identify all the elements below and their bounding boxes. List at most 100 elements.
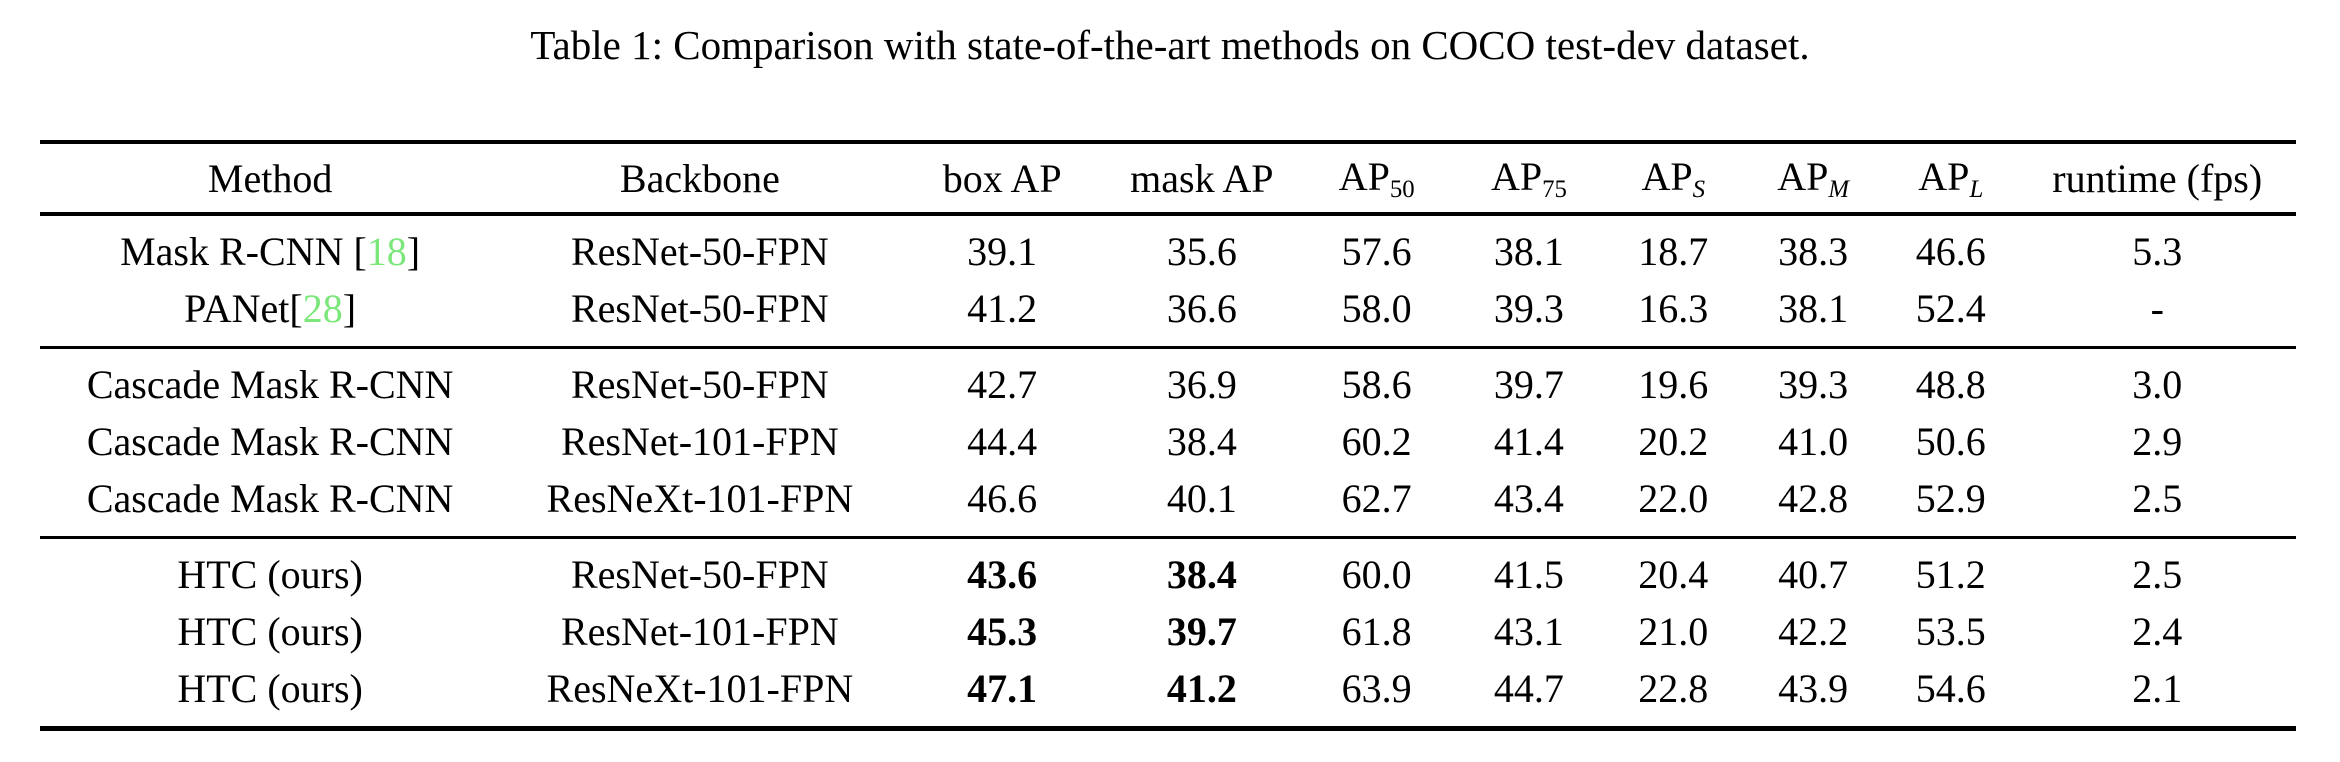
ap-base-label: AP <box>1490 153 1543 199</box>
header-cell-mask-ap: mask AP <box>1130 155 1274 201</box>
runtime-cell: 2.5 <box>2132 552 2183 597</box>
box-ap-cell: 39.1 <box>967 229 1038 274</box>
runtime-cell: 3.0 <box>2132 362 2183 407</box>
results-table: Method Backbone box AP mask AP AP50 AP75… <box>40 140 2296 731</box>
ap-small-cell: 20.4 <box>1638 552 1709 597</box>
table-row-htc-r101: HTC (ours) ResNet-101-FPN 45.3 39.7 61.8… <box>40 603 2296 660</box>
citation-bracket-open: [ <box>289 286 303 331</box>
header-cell-runtime: runtime (fps) <box>2052 155 2263 201</box>
ap-medium-cell: 42.2 <box>1778 609 1849 654</box>
mask-ap-cell: 38.4 <box>1166 419 1237 464</box>
ap75-cell: 39.3 <box>1493 286 1564 331</box>
table-caption: Table 1: Comparison with state-of-the-ar… <box>530 22 1810 68</box>
box-ap-cell: 46.6 <box>967 476 1038 521</box>
backbone-cell: ResNeXt-101-FPN <box>546 666 854 711</box>
table-row-htc-x101: HTC (ours) ResNeXt-101-FPN 47.1 41.2 63.… <box>40 660 2296 729</box>
method-cell: Cascade Mask R-CNN <box>86 476 454 521</box>
ap-large-cell: 46.6 <box>1915 229 1986 274</box>
ap50-cell: 63.9 <box>1341 666 1412 711</box>
citation-number[interactable]: 18 <box>366 229 407 274</box>
runtime-cell: 2.9 <box>2132 419 2183 464</box>
ap50-cell: 60.0 <box>1341 552 1412 597</box>
table-group-baselines: Mask R-CNN [18] ResNet-50-FPN 39.1 35.6 … <box>40 214 2296 348</box>
ap-subscript: 50 <box>1389 175 1415 203</box>
citation-number[interactable]: 28 <box>302 286 343 331</box>
backbone-cell: ResNet-101-FPN <box>560 419 839 464</box>
runtime-cell: - <box>2150 286 2164 331</box>
ap75-cell: 41.5 <box>1493 552 1564 597</box>
ap50-cell: 61.8 <box>1341 609 1412 654</box>
ap50-cell: 57.6 <box>1341 229 1412 274</box>
ap-base-label: AP <box>1777 153 1829 199</box>
backbone-cell: ResNet-50-FPN <box>570 229 829 274</box>
box-ap-cell: 45.3 <box>967 609 1038 654</box>
ap-medium-cell: 40.7 <box>1778 552 1849 597</box>
backbone-cell: ResNeXt-101-FPN <box>546 476 854 521</box>
ap-large-cell: 48.8 <box>1915 362 1986 407</box>
ap-small-cell: 16.3 <box>1638 286 1709 331</box>
mask-ap-cell: 35.6 <box>1166 229 1237 274</box>
runtime-cell: 5.3 <box>2132 229 2183 274</box>
ap-small-cell: 20.2 <box>1638 419 1709 464</box>
header-cell-box-ap: box AP <box>942 155 1062 201</box>
method-cell: HTC (ours) <box>177 609 363 654</box>
ap50-cell: 60.2 <box>1341 419 1412 464</box>
ap-subscript: 75 <box>1542 175 1567 203</box>
box-ap-cell: 43.6 <box>967 552 1038 597</box>
mask-ap-cell: 38.4 <box>1166 552 1237 597</box>
table-row-cascade-r50: Cascade Mask R-CNN ResNet-50-FPN 42.7 36… <box>40 348 2296 414</box>
ap-subscript: M <box>1828 175 1850 203</box>
table-row-mask-rcnn: Mask R-CNN [18] ResNet-50-FPN 39.1 35.6 … <box>40 214 2296 280</box>
citation-bracket-open: [ <box>353 229 367 274</box>
mask-ap-cell: 40.1 <box>1166 476 1237 521</box>
method-cell: Cascade Mask R-CNN <box>86 419 454 464</box>
table-header: Method Backbone box AP mask AP AP50 AP75… <box>40 142 2296 214</box>
mask-ap-cell: 39.7 <box>1166 609 1237 654</box>
ap-base-label: AP <box>1338 153 1390 199</box>
backbone-cell: ResNet-50-FPN <box>570 362 829 407</box>
ap-large-cell: 51.2 <box>1915 552 1986 597</box>
box-ap-cell: 42.7 <box>967 362 1038 407</box>
ap-medium-cell: 43.9 <box>1778 666 1849 711</box>
box-ap-cell: 44.4 <box>967 419 1038 464</box>
ap-small-cell: 22.0 <box>1638 476 1709 521</box>
method-name: PANet <box>184 286 290 331</box>
header-cell-backbone: Backbone <box>619 155 780 201</box>
ap75-cell: 38.1 <box>1493 229 1564 274</box>
table-row-panet: PANet[28] ResNet-50-FPN 41.2 36.6 58.0 3… <box>40 280 2296 348</box>
ap75-cell: 43.4 <box>1493 476 1564 521</box>
backbone-cell: ResNet-50-FPN <box>570 552 829 597</box>
ap-small-cell: 19.6 <box>1638 362 1709 407</box>
header-cell-ap50: AP50 <box>1299 142 1455 214</box>
ap-subscript: S <box>1692 175 1706 203</box>
header-cell-ap-small: APS <box>1603 142 1743 214</box>
box-ap-cell: 41.2 <box>967 286 1038 331</box>
ap-large-cell: 52.4 <box>1915 286 1986 331</box>
method-cell: Cascade Mask R-CNN <box>86 362 454 407</box>
header-cell-ap-large: APL <box>1883 142 2018 214</box>
table-group-cascade: Cascade Mask R-CNN ResNet-50-FPN 42.7 36… <box>40 347 2296 538</box>
ap-large-cell: 52.9 <box>1915 476 1986 521</box>
ap-base-label: AP <box>1918 153 1970 199</box>
runtime-cell: 2.1 <box>2132 666 2183 711</box>
ap-medium-cell: 38.3 <box>1778 229 1849 274</box>
ap75-cell: 43.1 <box>1493 609 1564 654</box>
ap-medium-cell: 41.0 <box>1778 419 1849 464</box>
method-cell: HTC (ours) <box>177 666 363 711</box>
ap-subscript: L <box>1969 175 1984 203</box>
runtime-cell: 2.4 <box>2132 609 2183 654</box>
table-row-htc-r50: HTC (ours) ResNet-50-FPN 43.6 38.4 60.0 … <box>40 538 2296 604</box>
mask-ap-cell: 36.6 <box>1166 286 1237 331</box>
ap-medium-cell: 39.3 <box>1778 362 1849 407</box>
ap-large-cell: 50.6 <box>1915 419 1986 464</box>
ap-medium-cell: 42.8 <box>1778 476 1849 521</box>
mask-ap-cell: 36.9 <box>1166 362 1237 407</box>
ap-small-cell: 22.8 <box>1638 666 1709 711</box>
method-name: Mask R-CNN <box>120 229 354 274</box>
ap50-cell: 58.6 <box>1341 362 1412 407</box>
ap-large-cell: 54.6 <box>1915 666 1986 711</box>
header-cell-ap75: AP75 <box>1454 142 1603 214</box>
ap-base-label: AP <box>1641 153 1693 199</box>
ap-small-cell: 21.0 <box>1638 609 1709 654</box>
